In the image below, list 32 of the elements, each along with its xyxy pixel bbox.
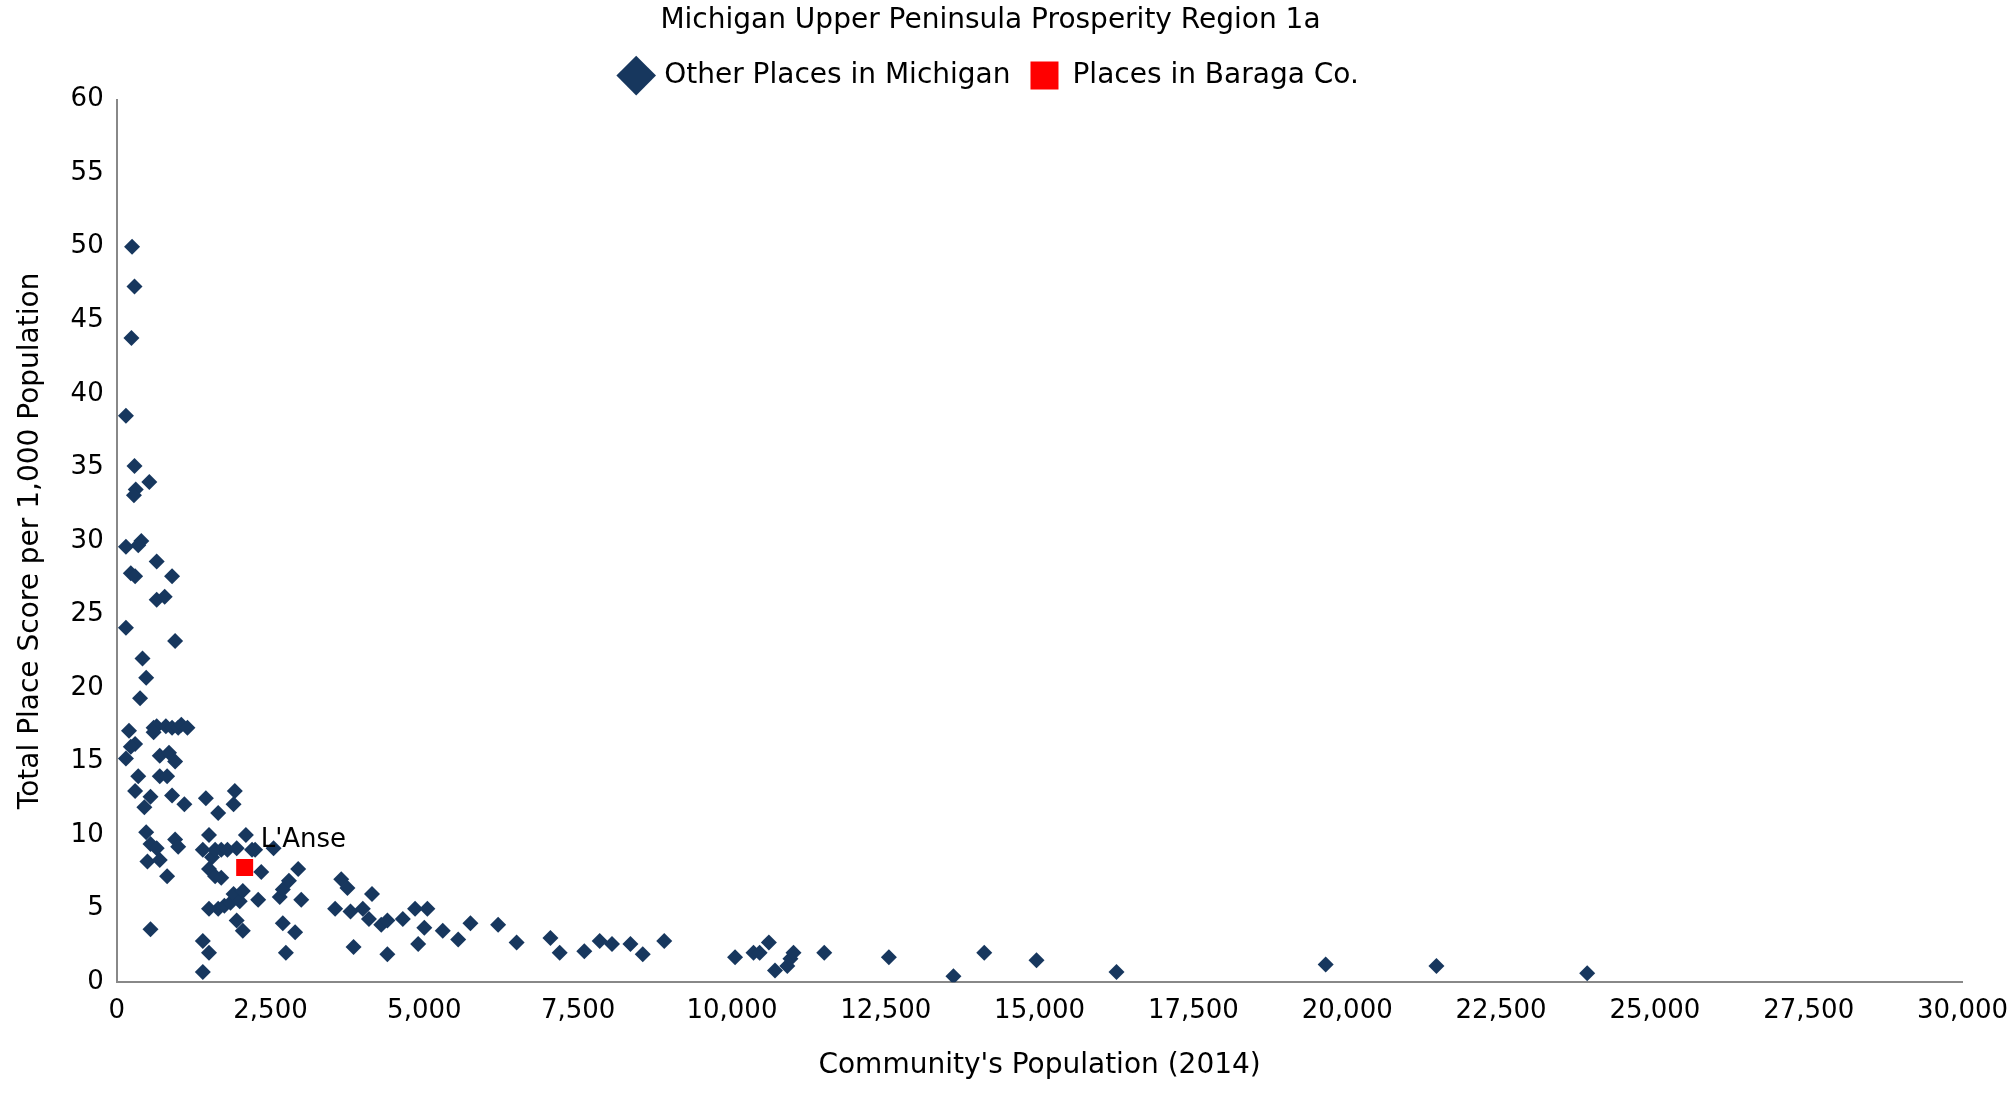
y-axis-title: Total Place Score per 1,000 Population [12, 272, 46, 811]
y-tick-label: 15 [70, 744, 104, 775]
y-tick-label: 25 [70, 597, 104, 628]
x-tick-label: 25,000 [1609, 993, 1701, 1024]
x-tick-label: 15,000 [994, 993, 1086, 1024]
x-tick-label: 2,500 [233, 993, 308, 1024]
x-tick-label: 10,000 [686, 993, 778, 1024]
x-tick-label: 17,500 [1147, 993, 1239, 1024]
x-tick-label: 7,500 [540, 993, 616, 1024]
x-tick-label: 30,000 [1917, 993, 2008, 1024]
y-tick-label: 10 [70, 817, 104, 848]
x-tick-label: 22,500 [1455, 993, 1547, 1024]
y-tick-label: 30 [70, 523, 104, 554]
y-tick-label: 60 [70, 82, 104, 113]
x-tick-label: 27,500 [1763, 993, 1855, 1024]
legend-label: Places in Baraga Co. [1072, 56, 1359, 90]
x-axis-title: Community's Population (2014) [818, 1047, 1261, 1081]
y-tick-label: 0 [87, 964, 104, 995]
annotation: L'Anse [260, 823, 347, 854]
x-tick-label: 20,000 [1301, 993, 1393, 1024]
x-tick-label: 0 [108, 993, 125, 1024]
y-tick-label: 35 [70, 450, 104, 481]
legend-label: Other Places in Michigan [664, 56, 1011, 90]
y-tick-label: 45 [70, 303, 104, 333]
chart-title: Michigan Upper Peninsula Prosperity Region 1a [660, 2, 1321, 36]
x-tick-label: 12,500 [840, 993, 932, 1024]
y-tick-label: 55 [70, 155, 104, 186]
y-tick-label: 20 [70, 670, 104, 701]
y-tick-label: 50 [70, 229, 104, 260]
x-tick-label: 5,000 [387, 993, 462, 1024]
y-tick-label: 5 [87, 891, 104, 922]
y-tick-label: 40 [70, 376, 104, 407]
